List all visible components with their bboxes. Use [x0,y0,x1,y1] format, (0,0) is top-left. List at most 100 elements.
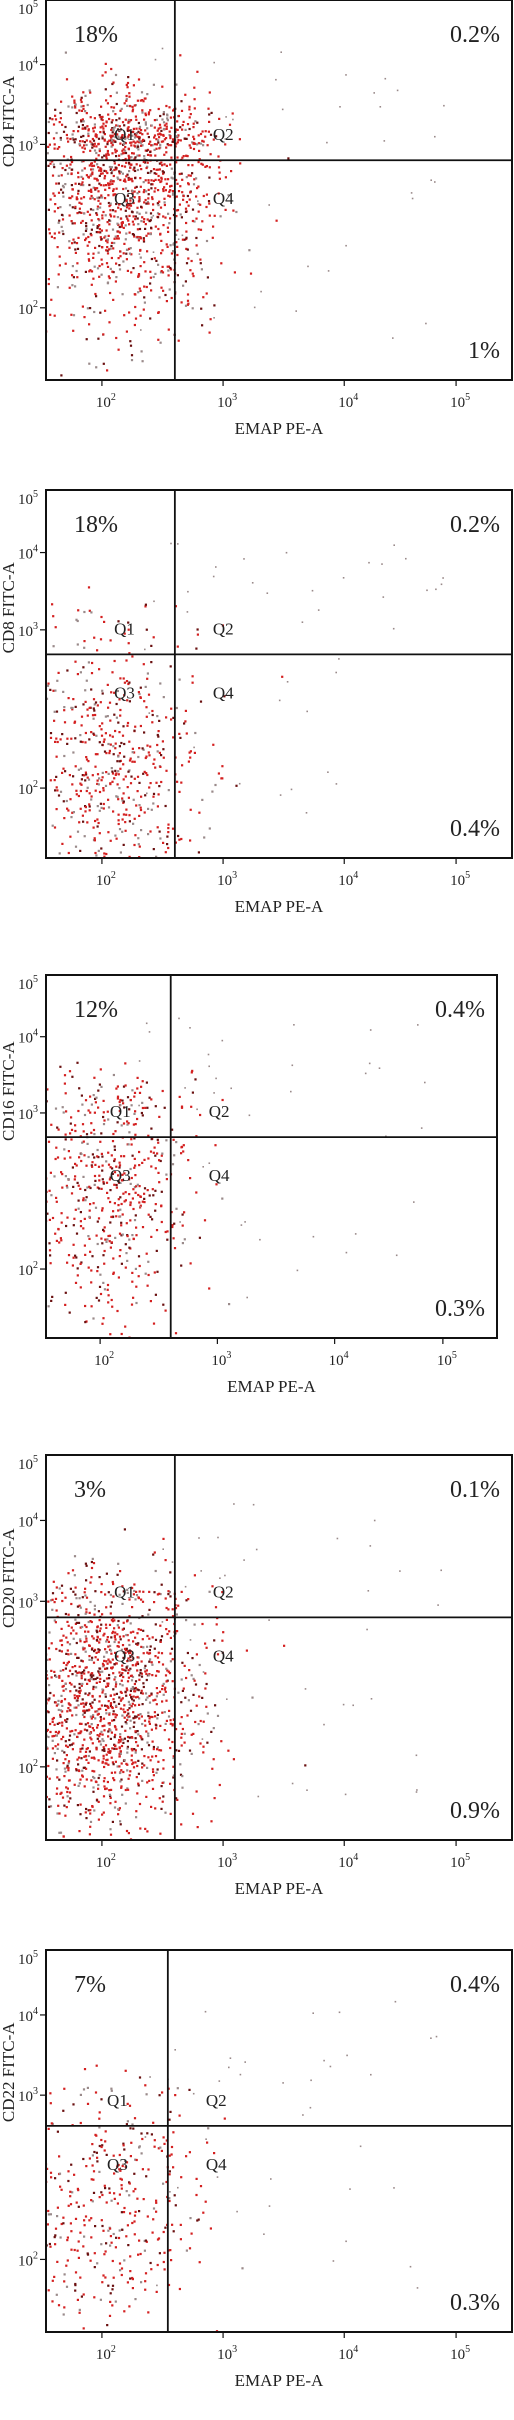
event-dot [370,1698,373,1700]
event-dot [121,121,125,124]
event-dot [84,1304,87,1308]
event-dot [198,158,201,161]
event-dot [99,1720,102,1723]
event-dot [120,2273,123,2277]
event-dot [161,1700,164,1703]
event-dot [127,1832,130,1835]
event-dot [55,1609,58,1612]
event-dot [138,1201,141,1204]
event-dot [46,1658,49,1661]
event-dot [218,117,221,120]
event-dot [71,265,74,268]
event-dot [102,1317,105,1320]
event-dot [120,222,123,225]
event-dot [137,1255,141,1258]
event-dot [135,132,138,135]
event-dot [86,2086,89,2089]
event-dot [205,205,208,209]
event-dot [86,2253,90,2256]
event-dot [66,2239,69,2242]
event-dot [101,722,104,725]
event-dot [92,1685,95,1688]
event-dot [118,1164,122,1167]
event-dot [201,324,204,327]
event-dot [120,1179,123,1182]
event-dot [101,692,104,695]
event-dot [55,755,58,758]
event-dot [81,118,84,121]
event-dot [312,2012,314,2014]
event-dot [163,1106,166,1109]
event-dot [138,212,141,215]
event-dot [116,760,119,763]
event-dot [90,1738,93,1741]
event-dot [98,1174,101,1177]
event-dot [53,2275,56,2278]
event-dot [125,175,128,178]
event-dot [164,293,167,297]
event-dot [113,1202,116,1205]
event-dot [79,1689,82,1692]
event-dot [95,1629,98,1632]
event-dot [152,1322,156,1325]
event-dot [111,141,114,144]
event-dot [119,208,122,211]
event-dot [157,735,160,738]
event-dot [68,774,71,777]
event-dot [179,139,182,142]
event-dot [103,1729,106,1732]
quadrant-label-q3: Q3 [114,189,135,208]
event-dot [164,1674,168,1677]
event-dot [99,311,102,314]
event-dot [105,1677,109,1680]
event-dot [70,816,73,819]
event-dot [185,1599,188,1602]
event-dot [159,271,163,274]
event-dot [8,1751,10,1753]
event-dot [20,1793,22,1795]
event-dot [94,2225,97,2228]
event-dot [128,759,132,762]
event-dot [170,2153,173,2156]
event-dot [115,795,118,798]
event-dot [204,130,207,133]
event-dot [103,2149,106,2152]
event-dot [192,1732,195,1735]
event-dot [102,1717,106,1720]
event-dot [147,833,150,836]
event-dot [167,269,170,272]
event-dot [132,1725,135,1728]
event-dot [98,1285,102,1288]
event-dot [165,137,168,140]
event-dot [158,213,161,216]
event-dot [88,2219,91,2222]
event-dot [56,147,59,150]
event-dot [127,1788,130,1791]
event-dot [174,1607,178,1610]
event-dot [110,138,114,141]
event-dot [150,2268,153,2271]
event-dot [62,195,65,198]
event-dot [118,1807,121,1810]
event-dot [112,139,115,142]
event-dot [128,311,131,314]
event-dot [129,1693,132,1696]
event-dot [130,1687,133,1690]
event-dot [135,1185,138,1188]
event-dot [151,1768,155,1771]
event-dot [144,1272,147,1275]
event-dot [102,1099,105,1102]
event-dot [89,1111,92,1114]
event-dot [172,138,175,141]
plot-frame [45,1949,513,2333]
event-dot [164,851,167,854]
event-dot [33,1684,35,1686]
event-dot [181,1689,184,1692]
event-dot [115,1183,118,1187]
event-dot [104,784,108,787]
event-dot [152,2207,156,2210]
event-dot [167,1593,170,1596]
event-dot [148,1722,151,1725]
event-dot [182,1144,185,1147]
event-dot [81,1769,84,1772]
